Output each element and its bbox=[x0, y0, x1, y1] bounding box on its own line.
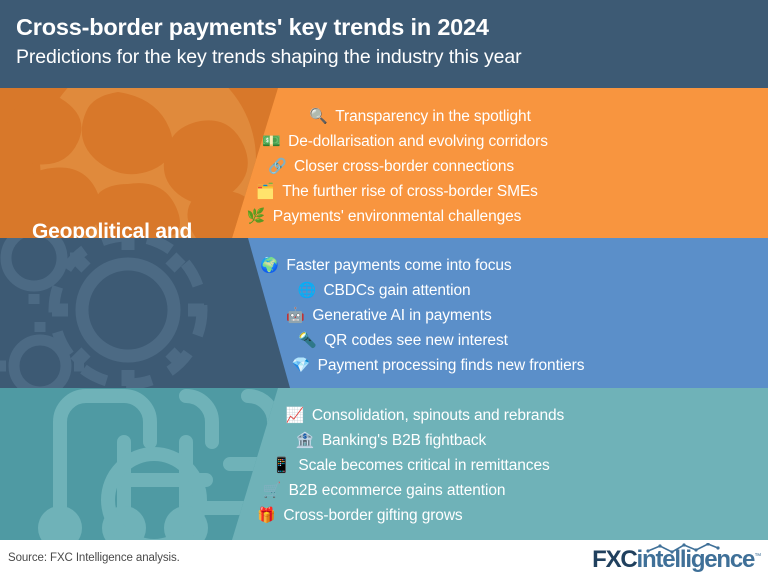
chart-increasing-icon: 📈 bbox=[285, 407, 305, 424]
list-item-label: The further rise of cross-border SMEs bbox=[282, 182, 538, 200]
list-item-label: Banking's B2B fightback bbox=[321, 431, 487, 449]
source-note: Source: FXC Intelligence analysis. bbox=[8, 552, 180, 564]
list-item: 🗂️ The further rise of cross-border SMEs bbox=[0, 179, 768, 204]
page-subtitle: Predictions for the key trends shaping t… bbox=[16, 46, 522, 68]
header-banner: Cross-border payments' key trends in 202… bbox=[0, 0, 768, 88]
list-item: 📱 Scale becomes critical in remittances bbox=[0, 453, 768, 478]
section-technological-items: 🌍 Faster payments come into focus 🌐 CBDC… bbox=[0, 253, 768, 378]
list-item-label: Faster payments come into focus bbox=[286, 256, 512, 274]
herb-leaf-icon: 🌿 bbox=[246, 208, 266, 225]
list-item-label: De-dollarisation and evolving corridors bbox=[288, 132, 548, 150]
dollar-banknote-icon: 💵 bbox=[262, 133, 281, 150]
logo-trademark-symbol: ™ bbox=[754, 553, 761, 560]
list-item: 🌿 Payments' environmental challenges bbox=[0, 204, 768, 229]
flashlight-icon: 🔦 bbox=[298, 332, 317, 349]
list-item: 🔍 Transparency in the spotlight bbox=[0, 104, 768, 129]
list-item-label: CBDCs gain attention bbox=[323, 281, 471, 299]
page-title: Cross-border payments' key trends in 202… bbox=[16, 14, 489, 40]
list-item-label: Closer cross-border connections bbox=[293, 157, 515, 175]
section-industry: Industry evolution bbox=[0, 388, 768, 540]
list-item-label: Payments' environmental challenges bbox=[272, 207, 522, 225]
section-geopolitical-items: 🔍 Transparency in the spotlight 💵 De-dol… bbox=[0, 104, 768, 229]
list-item: 🎁 Cross-border gifting grows bbox=[0, 503, 768, 528]
list-item: 🔦 QR codes see new interest bbox=[0, 328, 768, 353]
bank-building-icon: 🏦 bbox=[295, 432, 315, 449]
list-item: 🛒 B2B ecommerce gains attention bbox=[0, 478, 768, 503]
gem-diamond-icon: 💎 bbox=[291, 357, 311, 374]
list-item-label: Scale becomes critical in remittances bbox=[298, 456, 550, 474]
list-item: 💵 De-dollarisation and evolving corridor… bbox=[0, 129, 768, 154]
robot-icon: 🤖 bbox=[286, 307, 306, 324]
shopping-cart-icon: 🛒 bbox=[262, 482, 282, 499]
list-item-label: Generative AI in payments bbox=[312, 306, 492, 324]
gift-box-icon: 🎁 bbox=[257, 507, 277, 524]
list-item-label: B2B ecommerce gains attention bbox=[288, 481, 506, 499]
list-item: 💎 Payment processing finds new frontiers bbox=[0, 353, 768, 378]
list-item-label: QR codes see new interest bbox=[324, 331, 508, 349]
mobile-phone-icon: 📱 bbox=[272, 457, 292, 474]
list-item: 🤖 Generative AI in payments bbox=[0, 303, 768, 328]
list-item: 📈 Consolidation, spinouts and rebrands bbox=[0, 403, 768, 428]
file-folder-icon: 🗂️ bbox=[256, 183, 275, 200]
list-item-label: Payment processing finds new frontiers bbox=[317, 356, 585, 374]
footer-bar: Source: FXC Intelligence analysis. FXCin… bbox=[0, 540, 768, 576]
list-item-label: Transparency in the spotlight bbox=[335, 107, 531, 125]
logo-chart-line-icon bbox=[646, 543, 720, 554]
list-item: 🌍 Faster payments come into focus bbox=[0, 253, 768, 278]
section-technological: Technological advances bbox=[0, 238, 768, 388]
list-item-label: Cross-border gifting grows bbox=[283, 506, 463, 524]
globe-meridians-icon: 🌐 bbox=[297, 282, 317, 299]
earth-globe-icon: 🌍 bbox=[260, 257, 280, 274]
section-industry-items: 📈 Consolidation, spinouts and rebrands 🏦… bbox=[0, 403, 768, 528]
list-item: 🌐 CBDCs gain attention bbox=[0, 278, 768, 303]
list-item-label: Consolidation, spinouts and rebrands bbox=[311, 406, 565, 424]
logo-primary-text: FXC bbox=[592, 546, 638, 573]
fxc-intelligence-logo: FXCintelligence™ bbox=[592, 543, 761, 573]
list-item: 🔗 Closer cross-border connections bbox=[0, 154, 768, 179]
list-item: 🏦 Banking's B2B fightback bbox=[0, 428, 768, 453]
link-chain-icon: 🔗 bbox=[267, 158, 287, 175]
magnifying-glass-icon: 🔍 bbox=[309, 108, 328, 125]
